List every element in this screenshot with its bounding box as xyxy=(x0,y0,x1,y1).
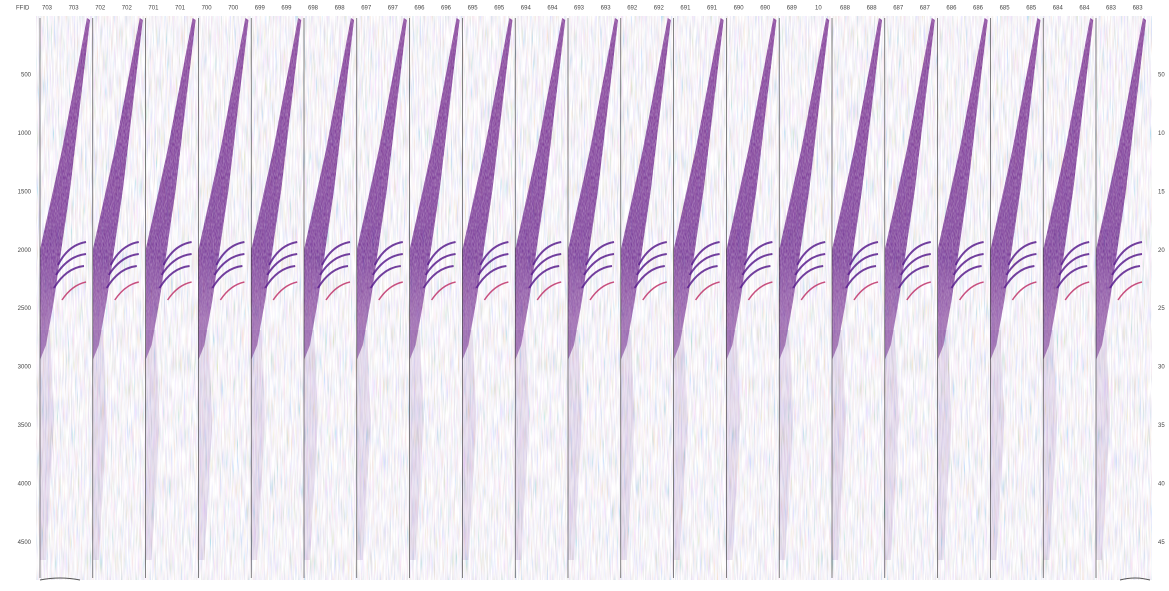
header-label: 699 xyxy=(281,6,292,12)
header-label: 690 xyxy=(760,6,771,12)
header-label: 700 xyxy=(228,6,239,12)
header-label: 702 xyxy=(95,6,106,12)
header-label: 692 xyxy=(627,6,638,12)
header-label: 699 xyxy=(255,6,266,12)
header-label: 685 xyxy=(1000,6,1011,12)
right-axis-label: 50 xyxy=(1158,73,1165,79)
header-label: 701 xyxy=(148,6,159,12)
left-axis-label: 1500 xyxy=(18,189,32,195)
header-label: 697 xyxy=(361,6,372,12)
corner-label: FFID xyxy=(16,6,30,12)
right-axis-label: 45 xyxy=(1158,540,1165,546)
header-label: 688 xyxy=(867,6,878,12)
header-label: 684 xyxy=(1079,6,1090,12)
right-axis-label: 25 xyxy=(1158,306,1165,312)
header-label: 698 xyxy=(308,6,319,12)
header-label: 696 xyxy=(441,6,452,12)
right-axis-label: 40 xyxy=(1158,481,1165,487)
right-axis-label: 35 xyxy=(1158,423,1165,429)
right-axis-label: 20 xyxy=(1158,248,1165,254)
left-axis-label: 500 xyxy=(21,73,32,79)
header-label: 688 xyxy=(840,6,851,12)
header-label: 700 xyxy=(202,6,213,12)
header-label: 694 xyxy=(547,6,558,12)
header-label: 695 xyxy=(468,6,479,12)
header-label: 695 xyxy=(494,6,505,12)
left-axis-label: 2500 xyxy=(18,306,32,312)
header-label: 685 xyxy=(1026,6,1037,12)
header-label: 703 xyxy=(69,6,80,12)
header-label: 702 xyxy=(122,6,133,12)
header-label: 693 xyxy=(601,6,612,12)
header-label: 686 xyxy=(946,6,957,12)
right-axis-label: 15 xyxy=(1158,189,1165,195)
header-label: 701 xyxy=(175,6,186,12)
left-axis-label: 4500 xyxy=(18,540,32,546)
header-label: 698 xyxy=(335,6,346,12)
header-label: 683 xyxy=(1106,6,1117,12)
header-label: 683 xyxy=(1133,6,1144,12)
header-label: 692 xyxy=(654,6,665,12)
header-label: 694 xyxy=(521,6,532,12)
bottom-curve xyxy=(39,577,1151,581)
header-label: 696 xyxy=(414,6,425,12)
header-label: 10 xyxy=(815,6,822,12)
right-axis-label: 30 xyxy=(1158,365,1165,371)
header-label: 686 xyxy=(973,6,984,12)
header-label: 687 xyxy=(920,6,931,12)
left-axis-label: 1000 xyxy=(18,131,32,137)
header-label: 684 xyxy=(1053,6,1064,12)
left-axis-label: 4000 xyxy=(18,481,32,487)
left-axis-label: 3000 xyxy=(18,365,32,371)
header-label: 689 xyxy=(787,6,798,12)
header-label: 690 xyxy=(734,6,745,12)
left-axis-label: 2000 xyxy=(18,248,32,254)
header-label: 691 xyxy=(707,6,718,12)
header-label: 697 xyxy=(388,6,399,12)
left-axis-label: 3500 xyxy=(18,423,32,429)
header-label: 703 xyxy=(42,6,53,12)
header-label: 687 xyxy=(893,6,904,12)
header-label: 693 xyxy=(574,6,585,12)
right-axis-label: 10 xyxy=(1158,131,1165,137)
header-label: 691 xyxy=(680,6,691,12)
